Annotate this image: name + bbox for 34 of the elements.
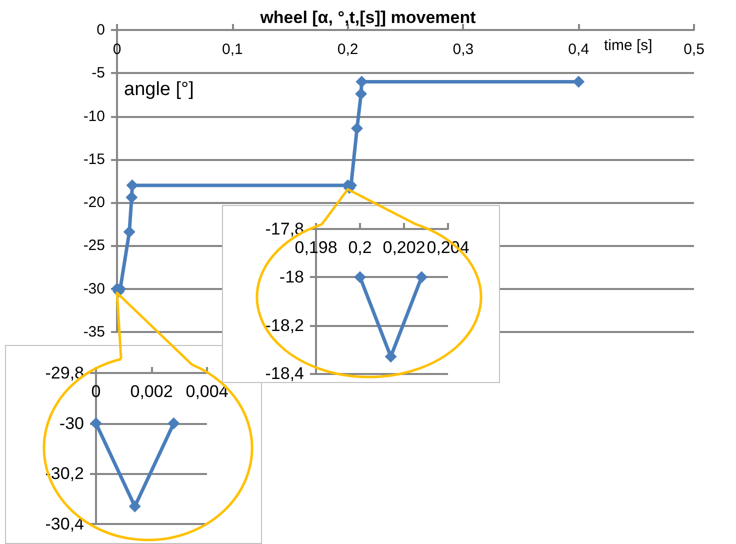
y-tick-label: -20 bbox=[83, 194, 105, 212]
x-axis-title: time [s] bbox=[604, 37, 652, 54]
x-tick-label: 0,002 bbox=[130, 382, 173, 401]
x-tick-label: 0,5 bbox=[684, 41, 704, 58]
x-tick-label: 0,4 bbox=[568, 41, 590, 58]
y-tick-label: -30,4 bbox=[45, 514, 84, 534]
y-tick-label: -30 bbox=[59, 414, 84, 433]
y-tick-label: -5 bbox=[92, 64, 105, 82]
y-tick-label: -35 bbox=[83, 324, 105, 340]
point bbox=[123, 226, 136, 238]
y-tick-label: -25 bbox=[83, 237, 105, 254]
y-tick-label: -10 bbox=[83, 108, 105, 125]
y-tick-label: -15 bbox=[83, 150, 105, 168]
point bbox=[126, 191, 138, 204]
y-tick-label: 0 bbox=[96, 22, 105, 38]
x-tick-label: 0,2 bbox=[348, 238, 372, 257]
y-axis-title: angle [°] bbox=[124, 79, 194, 100]
y-tick-label: -29,8 bbox=[45, 364, 84, 382]
y-tick-label: -30 bbox=[83, 280, 105, 298]
x-tick-label: 0,198 bbox=[294, 238, 338, 257]
x-tick-label: 0,004 bbox=[186, 382, 228, 401]
x-tick-label: 0 bbox=[112, 41, 122, 58]
point bbox=[355, 88, 368, 100]
y-tick-label: -18,4 bbox=[265, 364, 304, 383]
y-tick-label: -18 bbox=[279, 268, 304, 287]
chart-title: wheel [α, °,t,[s]] movement bbox=[259, 8, 476, 27]
x-tick-label: 0,3 bbox=[452, 41, 474, 58]
point bbox=[126, 179, 138, 192]
x-tick-label: 0,2 bbox=[337, 41, 358, 58]
point bbox=[351, 122, 364, 134]
point bbox=[572, 76, 585, 88]
x-tick-label: 0,202 bbox=[382, 238, 426, 257]
x-tick-label: 0,1 bbox=[222, 41, 243, 58]
y-tick-label: -18,2 bbox=[265, 316, 304, 335]
